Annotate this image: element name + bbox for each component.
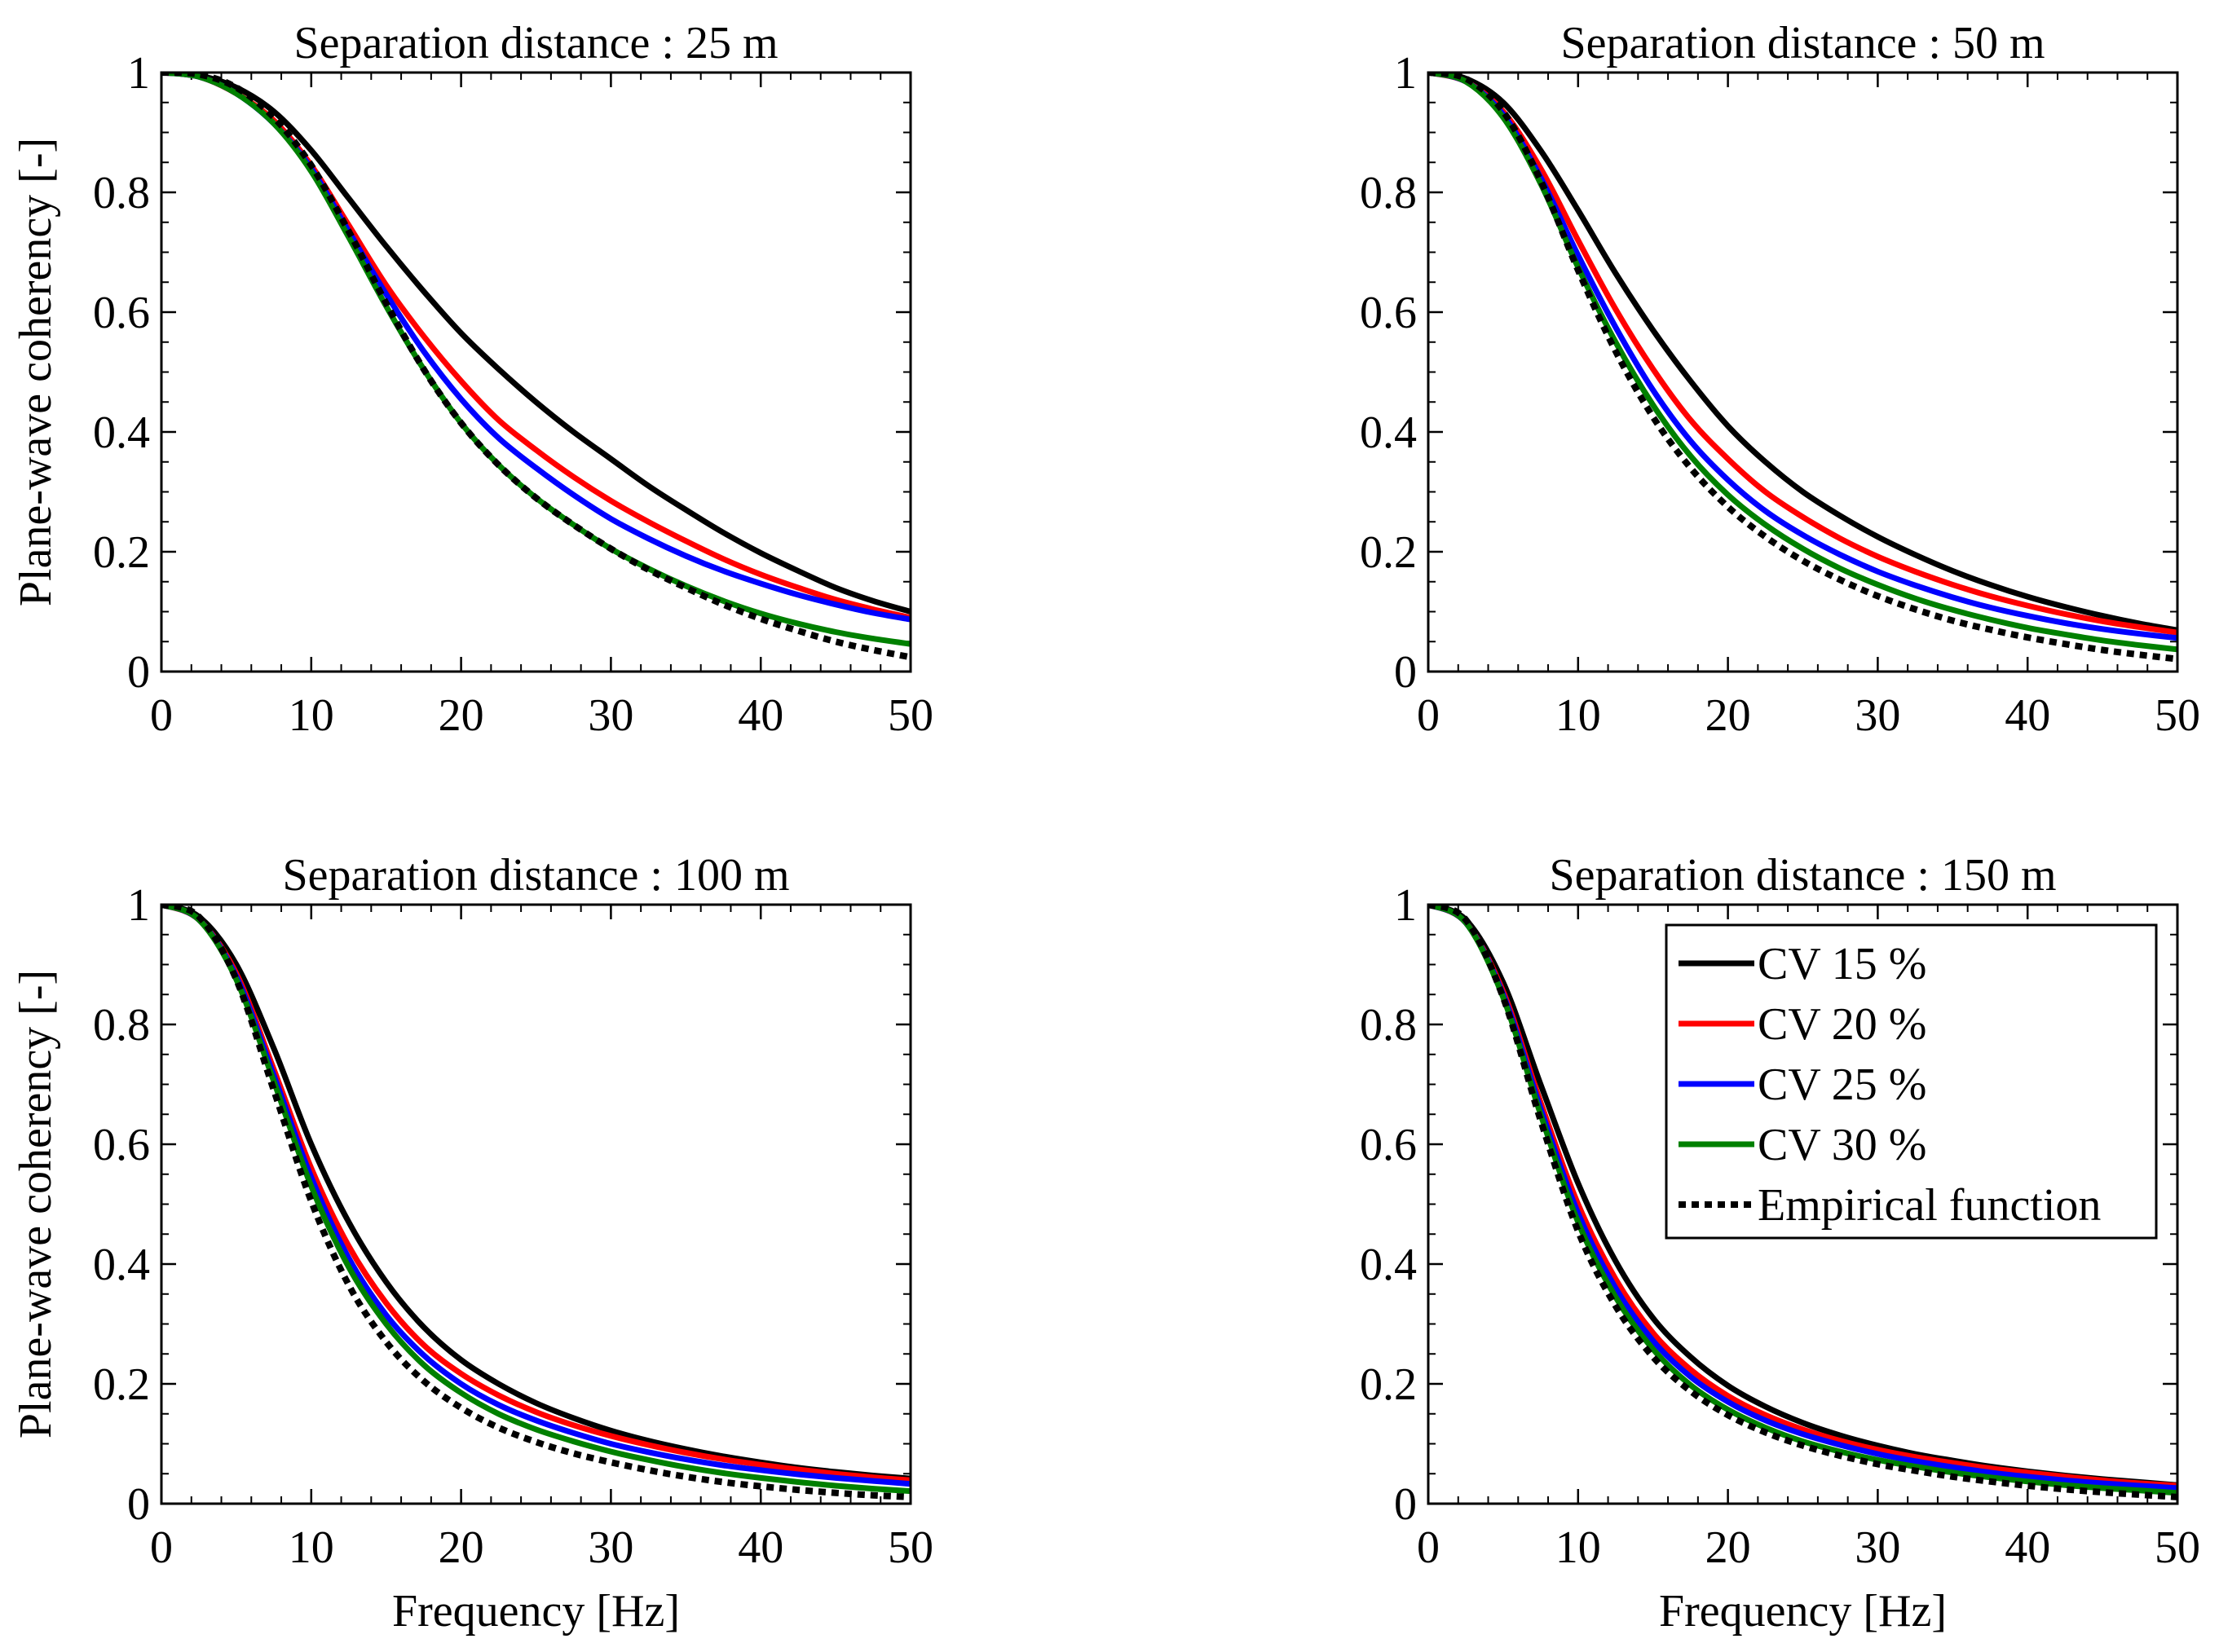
y-tick-label: 0.2 [1360, 527, 1417, 578]
y-tick-label: 0.4 [1360, 407, 1417, 458]
axes-box [1427, 71, 2179, 673]
x-tick-label: 20 [439, 1522, 484, 1573]
y-tick-label: 0.4 [93, 407, 150, 458]
y-tick-label: 0.4 [93, 1240, 150, 1290]
x-tick-label: 0 [1417, 1522, 1440, 1573]
series-group [1428, 905, 2177, 1500]
legend-label-empirical-function: Empirical function [1758, 1180, 2101, 1231]
series-line-cv-30 [1428, 73, 2177, 653]
x-tick-label: 0 [1417, 690, 1440, 741]
y-axis-label: Plane-wave coherency [-] [11, 970, 61, 1438]
series-line-cv-15 [161, 905, 911, 1482]
x-axis-label: Frequency [Hz] [392, 1586, 680, 1637]
x-tick-label: 10 [1555, 690, 1601, 741]
series-line-cv-25 [161, 73, 911, 623]
chart-title: Separation distance : 50 m [1560, 18, 2045, 68]
x-tick-label: 20 [439, 690, 484, 741]
y-tick-label: 0.8 [1360, 1000, 1417, 1051]
y-tick-label: 1 [1394, 880, 1417, 931]
chart-title: Separation distance : 100 m [282, 850, 789, 901]
y-tick-label: 0 [1394, 1479, 1417, 1530]
x-tick-label: 30 [588, 690, 633, 741]
y-tick-label: 0.6 [1360, 288, 1417, 338]
series-line-cv-30 [161, 73, 911, 647]
legend-label-cv-15: CV 15 % [1758, 939, 1926, 989]
x-tick-label: 20 [1705, 690, 1751, 741]
series-line-cv-20 [161, 73, 911, 621]
series-line-cv-15 [161, 73, 911, 615]
legend: CV 15 % CV 20 % CV 25 % CV 30 % Empirical fu… [1665, 923, 2158, 1240]
legend-label-cv-30: CV 30 % [1758, 1120, 1926, 1170]
y-axis-label: Plane-wave coherency [-] [11, 138, 61, 606]
x-tick-label: 10 [289, 1522, 334, 1573]
series-group [161, 905, 911, 1500]
series-group [1428, 73, 2177, 663]
x-axis-label: Frequency [Hz] [1659, 1586, 1947, 1637]
series-line-empirical-function [1428, 73, 2177, 663]
x-tick-label: 40 [738, 1522, 783, 1573]
y-tick-label: 0.6 [1360, 1120, 1417, 1170]
chart-panel-2: Separation distance : 50 m 0 10 20 30 40 50 0 0.… [1360, 18, 2200, 741]
series-line-cv-25 [161, 905, 911, 1487]
chart-title: Separation distance : 150 m [1549, 850, 2056, 901]
x-tick-label: 40 [2005, 1522, 2050, 1573]
chart-panel-4: Separation distance : 150 m 0 10 20 30 40 50 0 0… [1360, 850, 2200, 1637]
chart-panel-3: Separation distance : 100 m 0 10 20 30 40 50 0 0… [11, 850, 933, 1637]
series-line-empirical-function [1428, 905, 2177, 1500]
y-tick-label: 1 [127, 48, 150, 99]
series-line-cv-15 [1428, 73, 2177, 633]
series-line-empirical-function [161, 905, 911, 1500]
x-tick-label: 0 [150, 1522, 173, 1573]
y-tick-label: 0.8 [93, 168, 150, 218]
y-tick-label: 0.8 [1360, 168, 1417, 218]
y-tick-label: 0 [127, 647, 150, 698]
series-line-cv-25 [1428, 73, 2177, 641]
x-tick-label: 50 [888, 1522, 933, 1573]
x-tick-label: 10 [289, 690, 334, 741]
y-tick-label: 0.2 [93, 1359, 150, 1410]
x-tick-label: 30 [588, 1522, 633, 1573]
series-line-cv-20 [161, 905, 911, 1483]
x-tick-label: 50 [888, 690, 933, 741]
axes-box [160, 903, 912, 1505]
y-tick-label: 0.2 [93, 527, 150, 578]
y-tick-label: 1 [127, 880, 150, 931]
y-tick-label: 0 [1394, 647, 1417, 698]
legend-label-cv-20: CV 20 % [1758, 999, 1926, 1050]
series-group [161, 73, 911, 661]
axes-box [160, 71, 912, 673]
legend-label-cv-25: CV 25 % [1758, 1059, 1926, 1110]
x-tick-label: 0 [150, 690, 173, 741]
y-tick-label: 0.4 [1360, 1240, 1417, 1290]
x-tick-label: 40 [2005, 690, 2050, 741]
x-tick-label: 10 [1555, 1522, 1601, 1573]
x-tick-label: 20 [1705, 1522, 1751, 1573]
y-tick-label: 0.2 [1360, 1359, 1417, 1410]
axes-box [1427, 903, 2179, 1505]
y-tick-label: 0.8 [93, 1000, 150, 1051]
x-tick-label: 50 [2155, 1522, 2200, 1573]
x-tick-label: 50 [2155, 690, 2200, 741]
chart-title: Separation distance : 25 m [293, 18, 778, 68]
y-tick-label: 0.6 [93, 1120, 150, 1170]
y-tick-label: 1 [1394, 48, 1417, 99]
y-tick-label: 0.6 [93, 288, 150, 338]
x-tick-label: 30 [1855, 690, 1900, 741]
series-line-empirical-function [161, 73, 911, 661]
y-tick-label: 0 [127, 1479, 150, 1530]
x-tick-label: 40 [738, 690, 783, 741]
x-tick-label: 30 [1855, 1522, 1900, 1573]
series-line-cv-20 [1428, 73, 2177, 636]
chart-panel-1: Separation distance : 25 m 0 10 20 30 40 50 0 0.… [11, 18, 933, 741]
